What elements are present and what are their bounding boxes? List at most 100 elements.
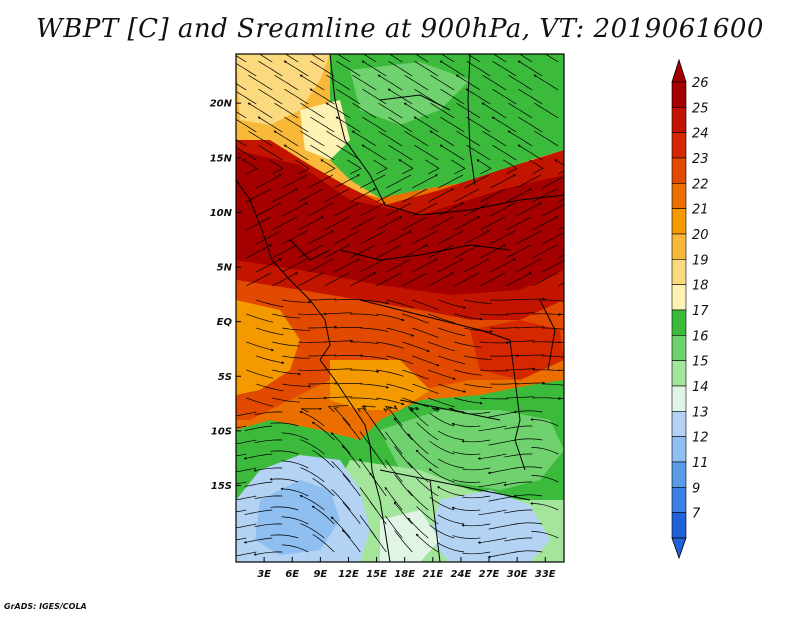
streamline: [243, 453, 273, 460]
streamline: [428, 341, 455, 352]
streamline: [402, 397, 429, 408]
streamline: [416, 506, 439, 525]
streamline: [326, 130, 351, 147]
streamline: [244, 509, 273, 515]
streamline: [464, 174, 490, 189]
streamline: [246, 341, 275, 352]
streamline: [248, 130, 273, 147]
streamline: [308, 382, 337, 385]
streamline: [428, 397, 455, 408]
streamline: [466, 116, 491, 133]
streamline: [438, 383, 467, 393]
streamline: [334, 327, 363, 329]
streamline: [412, 327, 439, 338]
lon-tick-label: 24E: [451, 569, 472, 580]
streamline: [476, 159, 492, 175]
colorbar-segment: [671, 436, 687, 463]
streamline: [490, 354, 520, 357]
streamline: [236, 467, 257, 473]
streamline: [324, 272, 350, 287]
streamline: [516, 354, 545, 357]
streamline: [334, 174, 360, 189]
colorbar-segment: [671, 284, 687, 311]
streamline: [246, 244, 272, 259]
streamline: [256, 383, 284, 392]
streamline: [532, 341, 561, 344]
streamline: [513, 410, 543, 414]
lat-tick-label: 15N: [210, 153, 233, 164]
streamline: [369, 501, 387, 525]
colorbar-segment: [671, 81, 687, 108]
streamline: [324, 396, 353, 399]
streamline: [342, 529, 361, 553]
streamline: [324, 368, 353, 371]
streamline: [516, 381, 546, 385]
streamline: [477, 453, 507, 460]
streamline: [464, 327, 494, 333]
streamline: [461, 523, 491, 527]
streamline: [350, 341, 379, 345]
streamline: [464, 383, 493, 388]
streamline: [514, 522, 543, 525]
colorbar-segment: [671, 107, 687, 133]
streamline: [298, 341, 327, 343]
streamline: [428, 216, 454, 231]
streamline: [334, 299, 363, 301]
streamline: [506, 396, 535, 399]
colorbar-label: 20: [692, 228, 709, 243]
streamline: [404, 130, 429, 147]
streamline: [253, 551, 283, 556]
colorbar-label: 23: [692, 152, 709, 167]
streamline: [256, 327, 284, 336]
streamline: [480, 397, 509, 400]
streamline: [376, 313, 405, 322]
streamline: [246, 313, 274, 323]
streamline: [256, 174, 282, 189]
colorbar-label: 17: [692, 304, 709, 319]
colorbar-segment: [671, 208, 687, 235]
streamline: [412, 230, 438, 245]
streamline: [428, 272, 454, 287]
streamline: [331, 460, 351, 483]
streamline: [324, 312, 353, 315]
streamline: [412, 299, 439, 310]
lon-tick-label: 12E: [338, 569, 359, 580]
streamline: [532, 313, 562, 316]
streamline: [244, 481, 273, 487]
streamline: [532, 216, 558, 231]
streamline: [324, 188, 350, 203]
streamline: [558, 369, 564, 372]
streamline: [506, 340, 535, 343]
streamline: [412, 258, 438, 273]
streamline: [454, 272, 480, 287]
streamline: [454, 369, 482, 376]
streamline: [334, 354, 364, 357]
streamline: [438, 174, 464, 189]
streamline: [386, 406, 403, 427]
streamline: [437, 458, 465, 469]
streamline: [454, 313, 483, 321]
colorbar-label: 24: [692, 127, 709, 142]
streamline: [360, 383, 390, 389]
streamline: [270, 422, 299, 427]
streamline: [385, 459, 403, 483]
streamline: [415, 533, 439, 553]
streamline: [530, 502, 559, 511]
streamline: [437, 486, 465, 497]
streamline: [558, 226, 564, 231]
streamline: [376, 369, 404, 377]
streamline: [462, 551, 491, 555]
lat-tick-label: 20N: [210, 99, 233, 110]
streamline: [236, 551, 257, 557]
streamline: [336, 88, 361, 105]
streamline: [310, 60, 335, 77]
streamline: [488, 439, 517, 446]
streamline: [437, 514, 465, 525]
streamline: [281, 460, 309, 469]
lon-tick-label: 33E: [535, 569, 556, 580]
streamline: [429, 524, 455, 539]
streamline: [480, 216, 506, 231]
streamline: [490, 258, 516, 273]
streamline: [454, 341, 482, 348]
chart-title: WBPT [C] and Sreamline at 900hPa, VT: 20…: [36, 14, 764, 44]
